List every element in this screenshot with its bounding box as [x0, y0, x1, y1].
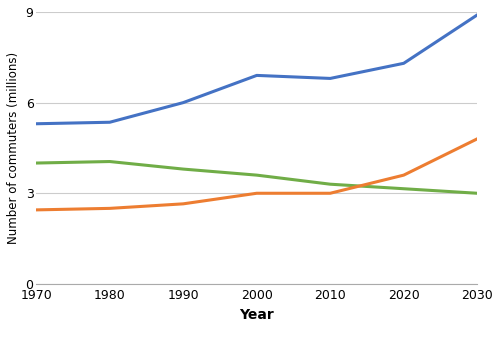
- X-axis label: Year: Year: [240, 308, 274, 322]
- Y-axis label: Number of commuters (millions): Number of commuters (millions): [7, 52, 20, 244]
